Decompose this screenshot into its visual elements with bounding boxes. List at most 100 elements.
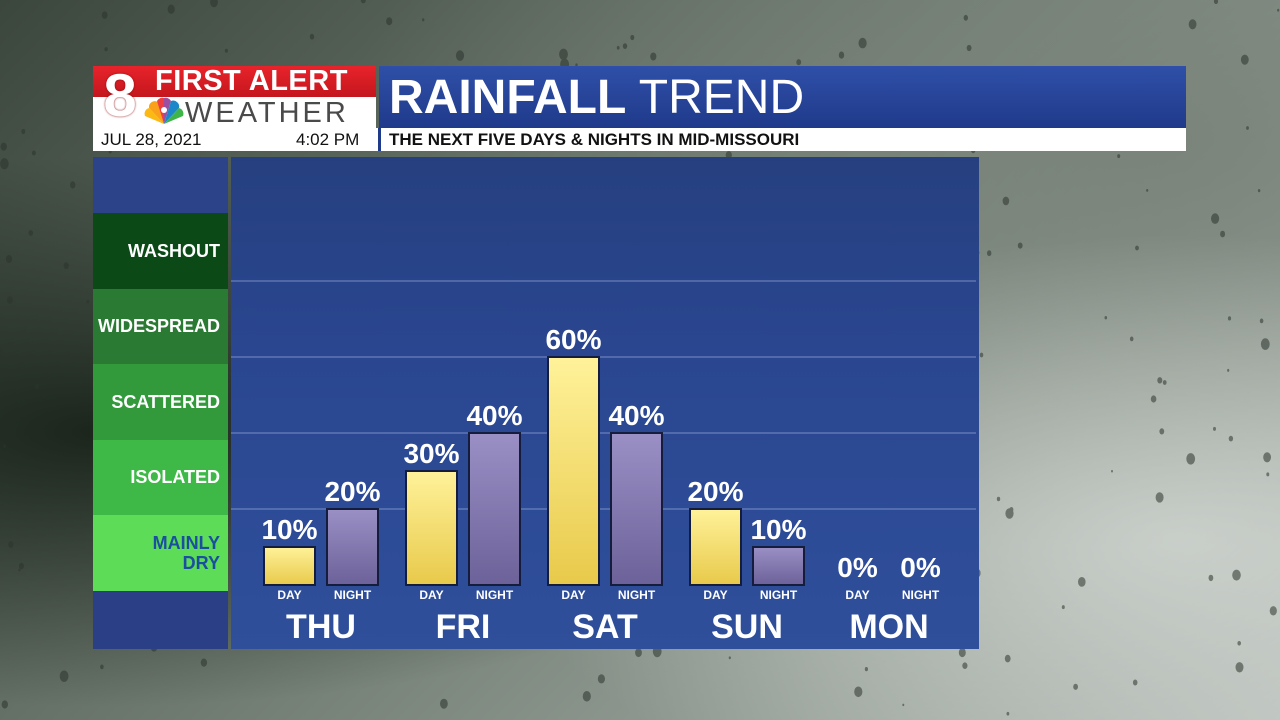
rain-drop [210,0,218,8]
rain-drop [1157,377,1163,384]
sub-label-day: DAY [561,588,585,602]
data-label-sun-night: 10% [750,514,806,545]
rain-drop [1269,606,1277,616]
rain-drop [1104,316,1108,320]
rain-drop [35,383,40,390]
logo-weather-text: WEATHER [185,97,349,129]
rain-drop [59,670,69,682]
rain-drop [167,4,175,14]
sub-label-night: NIGHT [476,588,514,602]
rain-drop [63,262,69,270]
rain-drop [3,444,6,448]
rain-drop [21,128,26,135]
rain-drop [1061,605,1065,610]
rain-drop [455,50,465,61]
rain-drop [28,230,34,236]
rain-drop [422,18,425,22]
rain-drop [616,45,620,50]
rain-level-legend: WASHOUT WIDESPREAD SCATTERED ISOLATED MAINLY… [93,157,228,649]
rain-drop [958,647,966,658]
rain-drop [1277,8,1280,12]
rain-drop [1150,395,1157,403]
data-label-fri-day: 30% [403,438,459,469]
rain-drop [1,700,8,709]
rain-drop [1246,126,1249,130]
bar-thu-day [263,546,316,586]
rain-drop [360,0,366,4]
title-bold: RAINFALL [389,71,627,124]
sub-label-night: NIGHT [334,588,372,602]
rain-drop [1266,472,1270,477]
rain-drop [101,11,108,19]
day-label-fri: FRI [436,608,491,646]
data-label-fri-night: 40% [466,400,522,431]
rain-drop [902,703,905,707]
rain-drop [1006,711,1010,716]
bar-thu-night [326,508,379,586]
rain-drop [1211,213,1220,224]
day-label-mon: MON [849,608,928,646]
data-label-mon-day: 0% [837,552,878,583]
rain-drop [864,667,869,672]
legend-level-washout: WASHOUT [93,213,228,289]
rain-drop [104,47,108,52]
rain-drop [1155,492,1164,503]
sub-label-night: NIGHT [618,588,656,602]
bar-sat-day [547,356,600,586]
rain-drop [622,43,628,49]
rain-drop [1002,196,1010,206]
rain-drop [582,691,591,702]
legend-level-isolated: ISOLATED [93,439,228,515]
bar-sat-night [610,432,663,586]
rain-drop [979,352,984,358]
data-label-mon-night: 0% [900,552,941,583]
rain-drop [635,648,642,657]
rain-drop [838,51,845,59]
rain-drop [597,674,606,684]
rain-drop [1073,683,1078,690]
rain-drop [1146,189,1149,192]
rain-drop [1260,338,1270,350]
data-label-sat-night: 40% [608,400,664,431]
peacock-icon [144,97,184,124]
rain-drop [1111,469,1113,473]
rain-drop [796,59,802,66]
date-stamp: JUL 28, 2021 [101,130,202,149]
bar-sun-day [689,508,742,586]
legend-level-scattered: SCATTERED [93,364,228,440]
rain-drop [1078,577,1086,587]
rain-drop [630,34,635,41]
sub-label-night: NIGHT [902,588,940,602]
rain-drop [1240,54,1249,65]
info-bar: JUL 28, 2021 4:02 PM THE NEXT FIVE DAYS … [93,128,1186,151]
rain-drop [18,568,21,572]
sub-label-day: DAY [277,588,301,602]
bar-sun-night [752,546,805,586]
rain-drop [5,255,13,263]
title-bar: RAINFALL TREND [379,66,1186,128]
legend-level-mainly-dry: MAINLY DRY [93,515,228,591]
rain-drop [728,656,731,660]
data-label-thu-day: 10% [261,514,317,545]
sub-label-day: DAY [845,588,869,602]
legend-level-widespread: WIDESPREAD [93,288,228,364]
rain-drop [987,250,992,257]
logo-first-alert-text: FIRST ALERT [155,65,348,97]
rain-drop [224,48,228,53]
rain-drop [0,142,7,151]
rainfall-chart: 10% DAY 20% NIGHT THU 30% DAY 40% NIGHT FRI 60% DAY… [231,280,976,646]
sub-label-day: DAY [419,588,443,602]
data-label-sun-day: 20% [687,476,743,507]
rain-drop [1208,574,1214,582]
title-regular: TREND [638,71,805,124]
sub-label-day: DAY [703,588,727,602]
bar-fri-night [468,432,521,586]
rain-drop [1162,380,1167,385]
rain-drop [996,496,1001,502]
rain-drop [1186,453,1196,465]
rain-drop [1213,426,1216,431]
data-label-sat-day: 60% [545,324,601,355]
rain-drop [1213,0,1219,4]
rain-drop [1129,336,1134,342]
chart-panel: 10% DAY 20% NIGHT THU 30% DAY 40% NIGHT FRI 60% DAY… [231,157,979,649]
